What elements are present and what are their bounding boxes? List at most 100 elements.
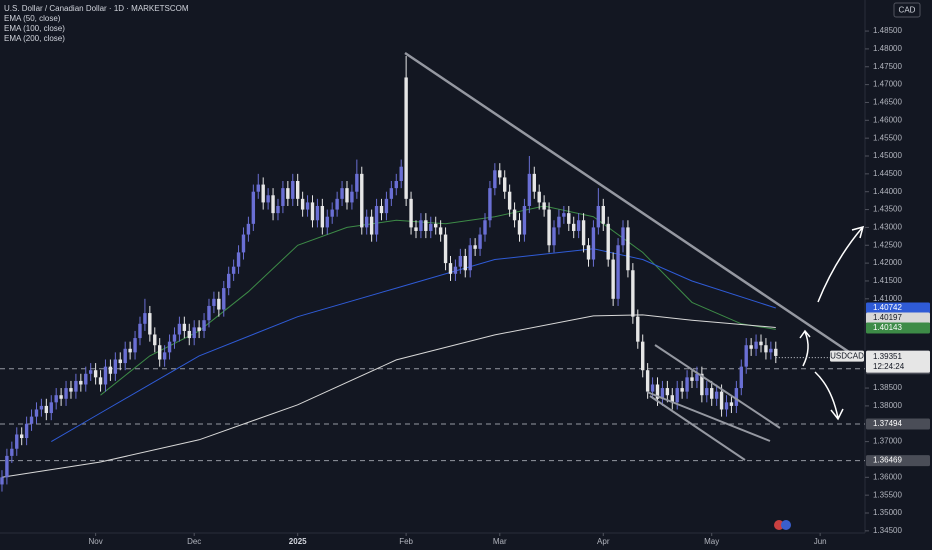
x-tick-label: Mar	[493, 537, 507, 546]
legend-entry: EMA (50, close)	[4, 14, 61, 23]
candle-body	[488, 188, 492, 221]
candle-body	[246, 223, 251, 235]
currency[interactable]: CAD	[899, 6, 916, 15]
candle-body	[764, 345, 768, 353]
candle-body	[685, 377, 689, 392]
candle-body	[192, 327, 196, 339]
channel-line	[646, 391, 771, 442]
x-tick-label: Dec	[187, 537, 201, 546]
y-tick-label: 1.35000	[873, 508, 902, 517]
current-price-label: 1.39351	[873, 352, 902, 361]
candle-body	[650, 384, 655, 392]
y-tick-label: 1.42500	[873, 240, 902, 249]
candle-body	[498, 170, 502, 178]
currency-box[interactable]	[893, 2, 921, 18]
candle-body	[631, 270, 635, 317]
y-tick-label: 1.38000	[873, 401, 902, 410]
y-tick-label: 1.47000	[873, 80, 902, 89]
candle-body	[576, 220, 581, 231]
candle-body	[143, 313, 147, 324]
candle-body	[414, 227, 418, 231]
event-icon[interactable]	[781, 520, 791, 530]
candle-body	[251, 191, 256, 224]
y-tick-label: 1.34500	[873, 526, 902, 535]
candle-body	[231, 266, 236, 274]
symbol-tag	[830, 350, 864, 362]
candle-body	[266, 195, 270, 203]
candle-body	[59, 395, 63, 399]
candle-body	[655, 384, 660, 399]
candle-body	[345, 188, 349, 203]
candle-body	[547, 209, 551, 246]
price-tag	[866, 455, 930, 467]
y-tick-label: 1.41000	[873, 294, 902, 303]
candle-body	[276, 205, 280, 214]
candle-body	[19, 434, 24, 439]
candle-body	[616, 245, 620, 299]
candle-body	[503, 177, 507, 192]
candle-body	[133, 338, 137, 353]
price-tag	[866, 302, 930, 314]
candle-body	[365, 216, 369, 228]
price-tag-label: 1.40143	[873, 323, 902, 332]
candle-body	[325, 216, 329, 228]
candle-body	[675, 388, 679, 403]
candle-body	[522, 205, 527, 235]
arrow-double	[799, 329, 811, 367]
candle-body	[271, 195, 275, 214]
trendline	[404, 51, 853, 356]
candle-body	[611, 259, 615, 299]
candle-body	[562, 213, 566, 217]
candle-body	[350, 191, 354, 203]
candle-body	[507, 191, 512, 210]
y-tick-label: 1.46000	[873, 115, 902, 124]
legend-entry: EMA (200, close)	[4, 34, 65, 43]
arrow-down	[814, 371, 844, 421]
x-tick-label: 2025	[289, 537, 307, 546]
arrow-up	[817, 225, 865, 303]
ema-line	[51, 248, 776, 443]
candle-body	[517, 220, 522, 235]
candle-body	[182, 323, 187, 331]
candle-body	[636, 316, 640, 342]
candle-body	[281, 188, 285, 206]
candle-body	[295, 180, 300, 199]
axes: 1.48500 1.48000 1.47500 1.47000 1.46500 1.460…	[89, 26, 930, 546]
candle-body	[680, 388, 684, 392]
candle-body	[138, 323, 142, 339]
ema-line	[1, 314, 776, 478]
channel-line	[654, 344, 781, 429]
candle-body	[241, 234, 246, 253]
candle-body	[434, 223, 438, 228]
candle-body	[626, 227, 630, 271]
candle-body	[157, 345, 162, 360]
candle-body	[739, 366, 743, 389]
candle-body	[409, 198, 413, 228]
candle-body	[527, 173, 532, 206]
candle-body	[714, 391, 719, 399]
event-icon[interactable]	[774, 520, 784, 530]
candle-body	[719, 391, 724, 410]
candle-body	[754, 341, 758, 349]
candle-body	[463, 255, 467, 271]
candle-body	[207, 305, 211, 321]
candle-body	[601, 205, 605, 224]
candle-body	[448, 263, 453, 274]
y-tick-label: 1.36000	[873, 472, 902, 481]
y-tick-label: 1.43500	[873, 205, 902, 214]
y-tick-label: 1.44500	[873, 169, 902, 178]
candle-body	[34, 409, 39, 417]
candle-body	[305, 202, 310, 210]
candle-body	[162, 352, 167, 360]
candle-body	[0, 477, 4, 485]
candle-body	[389, 188, 394, 199]
chart-title: U.S. Dollar / Canadian Dollar · 1D · MAR…	[4, 4, 189, 13]
candle-body	[759, 341, 763, 346]
price-tag-label: 1.37494	[873, 419, 902, 428]
candle-body	[670, 395, 674, 403]
candle-body	[202, 320, 206, 331]
candle-body	[29, 416, 34, 424]
candle-body	[429, 223, 433, 231]
